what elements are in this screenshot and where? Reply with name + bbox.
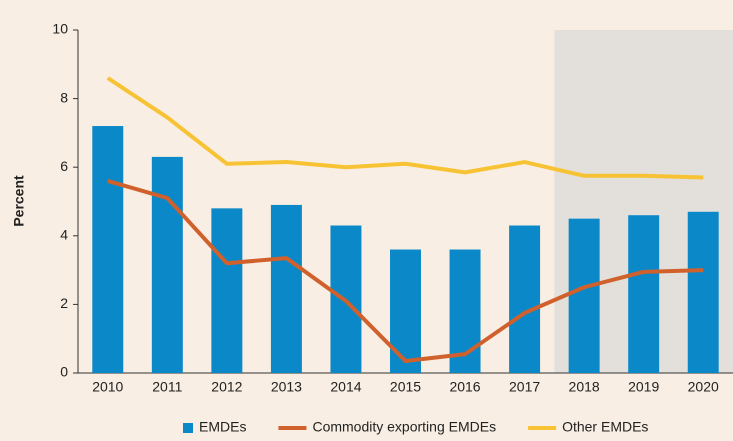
bar: [568, 218, 600, 373]
bar: [151, 156, 183, 373]
x-tick-label: 2016: [449, 379, 480, 395]
x-tick-label: 2017: [509, 379, 540, 395]
x-tick-label: 2011: [152, 379, 182, 395]
bar: [390, 249, 421, 373]
x-tick-label: 2013: [271, 379, 302, 395]
y-tick-label: 10: [52, 21, 68, 37]
x-tick-label: 2010: [92, 379, 123, 395]
y-tick-label: 2: [60, 295, 68, 311]
y-tick-label: 8: [60, 89, 68, 105]
x-tick-label: 2018: [569, 379, 600, 395]
x-tick-label: 2012: [211, 379, 242, 395]
bar: [687, 211, 719, 373]
x-tick-label: 2020: [688, 379, 719, 395]
y-tick-label: 4: [60, 227, 68, 243]
bar: [509, 225, 541, 373]
y-axis-label: Percent: [11, 175, 27, 227]
x-tick-label: 2015: [390, 379, 421, 395]
legend-label: Commodity exporting EMDEs: [312, 419, 496, 435]
x-tick-label: 2014: [330, 379, 361, 395]
x-tick-label: 2019: [628, 379, 659, 395]
y-tick-label: 0: [60, 364, 68, 380]
line: [107, 178, 704, 363]
legend-label: Other EMDEs: [562, 419, 648, 435]
bar: [211, 208, 243, 373]
line: [106, 76, 704, 180]
bar: [628, 215, 660, 373]
legend-swatch: [183, 423, 193, 433]
bar: [270, 204, 302, 373]
bar: [92, 126, 124, 373]
legend-label: EMDEs: [199, 419, 246, 435]
y-tick-label: 6: [60, 158, 68, 174]
